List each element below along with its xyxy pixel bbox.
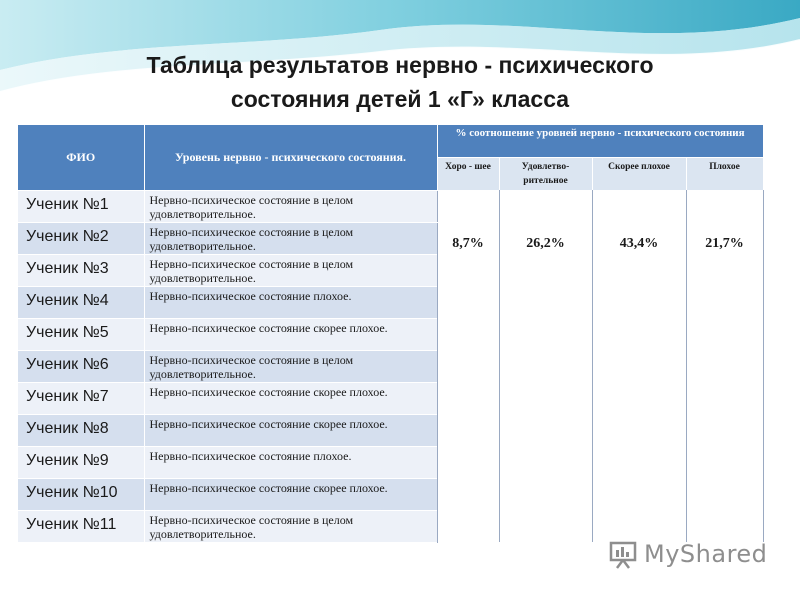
student-state: Нервно-психическое состояние в целом удо…: [143, 222, 437, 255]
student-name: Ученик №10: [18, 478, 144, 511]
table-row: Ученик №7 Нервно-психическое состояние с…: [18, 382, 763, 415]
table-row: Ученик №3 Нервно-психическое состояние в…: [18, 254, 763, 287]
student-state: Нервно-психическое состояние скорее плох…: [143, 478, 437, 511]
student-name: Ученик №6: [18, 350, 144, 383]
student-state: Нервно-психическое состояние скорее плох…: [143, 318, 437, 351]
student-state: Нервно-психическое состояние плохое.: [143, 446, 437, 479]
student-name: Ученик №2: [18, 222, 144, 255]
student-name: Ученик №9: [18, 446, 144, 479]
table-row: Ученик №8 Нервно-психическое состояние с…: [18, 414, 763, 447]
student-state: Нервно-психическое состояние в целом удо…: [143, 510, 437, 543]
subheader-good: Хоро - шее: [437, 157, 500, 190]
myshared-watermark: MyShared: [608, 538, 768, 572]
subheader-bad: Плохое: [686, 157, 764, 190]
header-level: Уровень нервно - психического состояния.: [144, 125, 438, 191]
table-row: Ученик №5 Нервно-психическое состояние с…: [18, 318, 763, 351]
header-percent: % соотношение уровней нервно - психическ…: [437, 125, 764, 158]
percent-bad: 21,7%: [685, 190, 764, 542]
student-name: Ученик №1: [18, 190, 144, 223]
student-state: Нервно-психическое состояние скорее плох…: [143, 414, 437, 447]
slide-title-line-1: Таблица результатов нервно - психическог…: [146, 52, 654, 78]
table-row: Ученик №9 Нервно-психическое состояние п…: [18, 446, 763, 479]
percent-satisfactory: 26,2%: [498, 190, 592, 542]
results-table: ФИО Уровень нервно - психического состоя…: [18, 125, 764, 543]
table-row: Ученик №1 Нервно-психическое состояние в…: [18, 190, 764, 542]
student-name: Ученик №11: [18, 510, 144, 543]
percent-good: 8,7%: [436, 190, 499, 542]
percent-rather-bad: 43,4%: [591, 190, 686, 542]
student-name: Ученик №3: [18, 254, 144, 287]
student-state: Нервно-психическое состояние скорее плох…: [143, 382, 437, 415]
student-name: Ученик №4: [18, 286, 144, 319]
subheader-satisfactory: Удовлетво- рительное: [499, 157, 593, 190]
table-row: Ученик №2 Нервно-психическое состояние в…: [18, 222, 763, 255]
header-fio: ФИО: [18, 125, 145, 191]
student-name: Ученик №7: [18, 382, 144, 415]
slide-title-line-2: состояния детей 1 «Г» класса: [230, 86, 570, 112]
student-state: Нервно-психическое состояние в целом удо…: [143, 190, 437, 223]
student-name: Ученик №5: [18, 318, 144, 351]
table-row: Ученик №10 Нервно-психическое состояние …: [18, 478, 763, 511]
slide-title: Таблица результатов нервно - психическог…: [60, 48, 740, 116]
table-row: Ученик №11 Нервно-психическое состояние …: [18, 510, 763, 543]
student-state: Нервно-психическое состояние в целом удо…: [143, 350, 437, 383]
table-row: Ученик №6 Нервно-психическое состояние в…: [18, 350, 763, 383]
student-name: Ученик №8: [18, 414, 144, 447]
table-row: Ученик №4 Нервно-психическое состояние п…: [18, 286, 763, 319]
subheader-rather-bad: Скорее плохое: [592, 157, 687, 190]
student-state: Нервно-психическое состояние в целом удо…: [143, 254, 437, 287]
student-state: Нервно-психическое состояние плохое.: [143, 286, 437, 319]
watermark-text: MyShared: [644, 540, 768, 568]
presentation-board-icon: [609, 541, 637, 569]
